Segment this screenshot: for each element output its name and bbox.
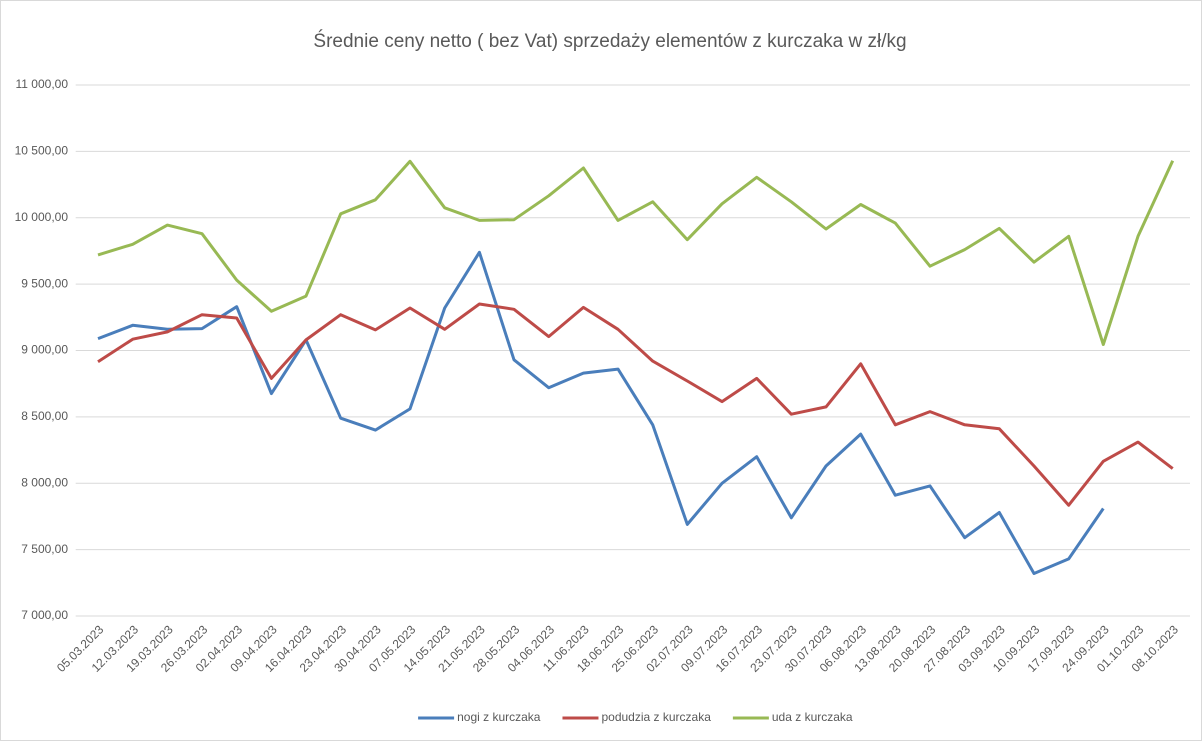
y-tick-label: 8 500,00 bbox=[21, 409, 68, 423]
legend-label: uda z kurczaka bbox=[772, 710, 853, 724]
y-tick-label: 9 500,00 bbox=[21, 276, 68, 290]
y-tick-label: 11 000,00 bbox=[16, 77, 69, 91]
y-tick-label: 10 000,00 bbox=[15, 210, 69, 224]
y-tick-label: 8 000,00 bbox=[21, 475, 68, 489]
legend-label: nogi z kurczaka bbox=[457, 710, 541, 724]
legend-label: podudzia z kurczaka bbox=[601, 710, 711, 724]
y-tick-label: 7 000,00 bbox=[21, 608, 68, 622]
y-tick-label: 7 500,00 bbox=[21, 542, 68, 556]
y-tick-label: 9 000,00 bbox=[21, 343, 68, 357]
legend: nogi z kurczaka podudzia z kurczaka uda z … bbox=[418, 710, 853, 724]
y-tick-label: 10 500,00 bbox=[15, 144, 69, 158]
series-line bbox=[97, 302, 1174, 507]
series-line bbox=[97, 250, 1105, 575]
chart-title: Średnie ceny netto ( bez Vat) sprzedaży … bbox=[313, 30, 906, 52]
series-line bbox=[97, 159, 1175, 346]
